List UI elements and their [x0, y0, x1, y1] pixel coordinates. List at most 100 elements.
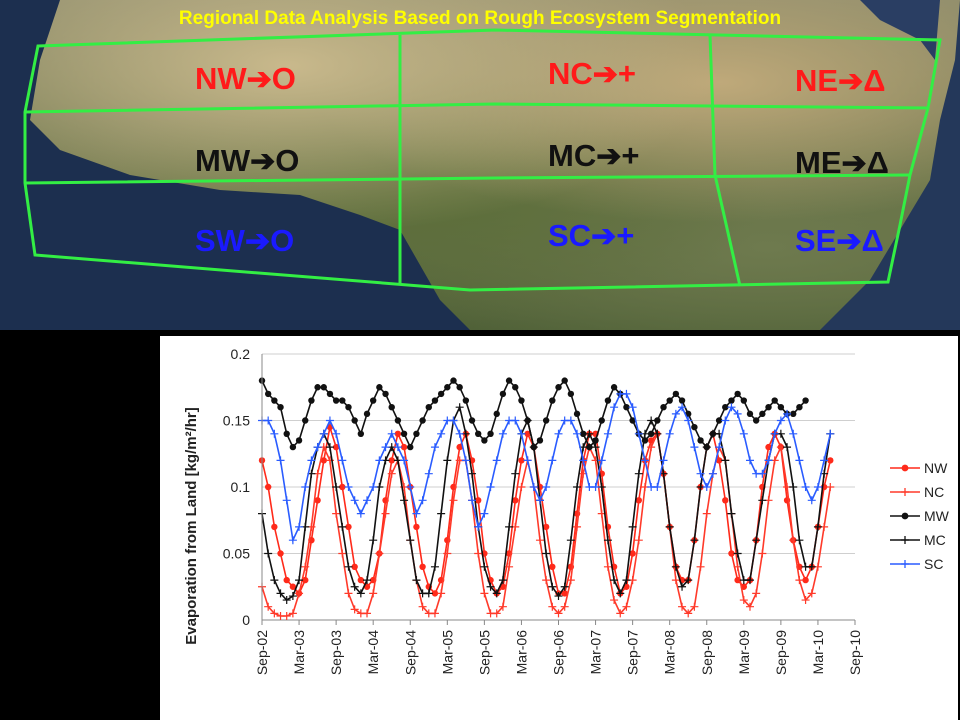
region-symbol: +: [616, 218, 635, 253]
data-point: [474, 430, 482, 437]
data-point: [369, 589, 378, 598]
x-tick-label: Sep-10: [847, 630, 863, 675]
data-point: [382, 390, 389, 398]
data-point: [820, 456, 829, 465]
data-point: [807, 496, 816, 505]
data-point: [776, 416, 785, 425]
data-point: [610, 384, 618, 391]
data-point: [671, 562, 680, 571]
data-point: [264, 483, 272, 491]
data-point: [302, 576, 309, 584]
data-point: [722, 497, 729, 504]
data-point: [425, 404, 432, 411]
data-point: [573, 429, 582, 438]
data-point: [295, 576, 304, 585]
data-point: [493, 410, 500, 418]
data-point: [535, 536, 544, 545]
y-tick-label: 0: [242, 612, 250, 628]
legend-marker: [901, 536, 909, 544]
legend-entry: MW: [890, 508, 950, 524]
data-point: [270, 429, 279, 438]
data-point: [548, 602, 557, 611]
region-name: NC: [548, 56, 593, 91]
data-point: [573, 522, 582, 531]
x-tick-label: Mar-05: [439, 630, 455, 675]
data-point: [338, 456, 347, 465]
data-point: [579, 456, 588, 465]
data-point: [542, 576, 551, 585]
y-tick-label: 0.1: [231, 479, 251, 495]
data-point: [492, 609, 501, 618]
data-point: [512, 497, 519, 504]
legend-marker: [901, 560, 909, 568]
data-point: [610, 576, 619, 585]
data-point: [640, 456, 649, 465]
region-symbol: +: [617, 56, 637, 91]
data-point: [350, 496, 359, 505]
data-point: [456, 443, 463, 451]
data-point: [536, 437, 544, 444]
region-name: SC: [548, 218, 592, 253]
data-point: [393, 443, 402, 452]
data-point: [561, 590, 568, 597]
y-tick-label: 0.15: [223, 413, 250, 429]
data-point: [400, 430, 408, 437]
data-point: [573, 483, 582, 491]
data-point: [345, 404, 352, 411]
data-point: [295, 437, 303, 444]
data-point: [486, 483, 495, 491]
data-point: [654, 417, 661, 424]
data-point: [400, 443, 408, 451]
data-point: [351, 417, 358, 424]
x-tick-label: Mar-07: [588, 630, 604, 675]
data-point: [585, 429, 594, 438]
data-point: [412, 576, 421, 585]
data-point: [270, 609, 279, 618]
data-point: [282, 496, 291, 505]
data-point: [740, 397, 748, 404]
legend-label: MW: [924, 508, 950, 524]
data-point: [424, 469, 433, 478]
data-point: [295, 522, 304, 531]
data-point: [325, 416, 334, 425]
data-point: [338, 549, 347, 558]
data-point: [647, 443, 656, 452]
x-tick-label: Mar-08: [662, 630, 678, 675]
data-point: [289, 583, 297, 590]
data-point: [276, 589, 285, 598]
data-point: [332, 483, 341, 491]
data-point: [665, 429, 674, 438]
region-label-ne: NE➔Δ: [795, 65, 886, 97]
data-point: [301, 483, 310, 491]
data-point: [727, 509, 736, 518]
right-arrow-icon: ➔: [596, 140, 622, 173]
data-point: [288, 536, 297, 545]
data-point: [498, 576, 507, 585]
data-point: [461, 456, 470, 465]
region-name: ME: [795, 145, 842, 180]
data-point: [801, 596, 810, 605]
data-point: [653, 483, 662, 491]
y-axis-label: Evaporation from Land [kg/m²/hr]: [183, 407, 200, 645]
x-tick-label: Sep-08: [699, 630, 715, 675]
data-point: [542, 417, 550, 424]
series-line: [261, 426, 832, 596]
data-point: [807, 589, 816, 598]
data-point: [449, 496, 458, 505]
data-point: [400, 456, 409, 465]
legend-marker: [901, 488, 909, 496]
data-point: [369, 397, 377, 404]
data-point: [721, 456, 730, 465]
data-point: [671, 576, 680, 585]
data-point: [727, 403, 736, 412]
data-point: [647, 430, 655, 437]
data-point: [597, 456, 606, 465]
data-point: [789, 429, 798, 438]
data-point: [758, 549, 767, 558]
data-point: [283, 430, 290, 437]
legend-entry: NC: [890, 484, 944, 500]
data-point: [356, 509, 365, 518]
data-point: [529, 483, 538, 491]
data-point: [271, 397, 278, 404]
data-point: [400, 496, 409, 505]
